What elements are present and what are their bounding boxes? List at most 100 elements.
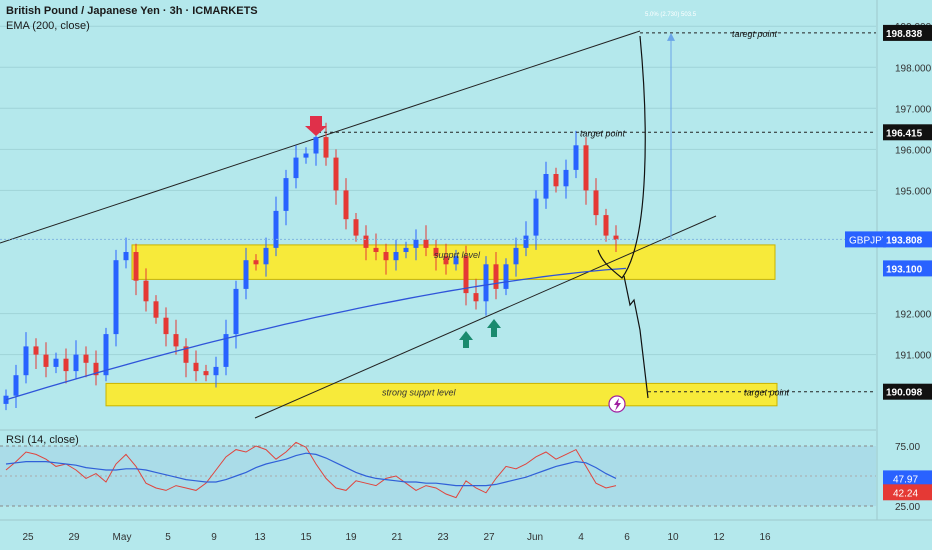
candle-body [73, 354, 79, 372]
candle-body [133, 252, 139, 281]
symbol-label: GBPJPY [849, 235, 889, 246]
candle-body [153, 301, 159, 318]
candle-body [233, 288, 239, 335]
time-tick-label: 19 [345, 532, 357, 543]
lightning-bolt-icon [614, 398, 621, 411]
time-tick-label: 27 [483, 532, 495, 543]
time-tick-label: Jun [527, 532, 543, 543]
time-tick-label: 6 [624, 532, 630, 543]
price-tick-label: 195.000 [895, 186, 932, 197]
candle-body [303, 153, 309, 158]
target-point-top-label: taregt point [732, 29, 778, 39]
candle-body [423, 239, 429, 248]
candle-body [593, 190, 599, 216]
candle-body [503, 264, 509, 289]
candle-body [373, 247, 379, 252]
projection-label: 5.0% (2.730) 503.5 [645, 12, 697, 18]
candle-body [493, 264, 499, 289]
rsi-tick-label: 25.00 [895, 502, 920, 513]
time-tick-label: May [113, 532, 132, 543]
candle-body [323, 137, 329, 158]
curved-path-line [597, 35, 646, 279]
strong-support-label: strong supprt level [382, 388, 457, 398]
candle-body [53, 358, 59, 367]
price-label: 193.100 [886, 264, 923, 275]
candle-body [183, 346, 189, 363]
candle-body [23, 346, 29, 376]
candle-body [293, 157, 299, 179]
time-tick-label: 5 [165, 532, 171, 543]
rsi-value: 42.24 [893, 488, 918, 499]
candle-body [313, 137, 319, 154]
price-label-box [883, 24, 932, 41]
candle-body [163, 317, 169, 335]
candle-body [393, 252, 399, 261]
time-tick-label: 23 [437, 532, 449, 543]
candle-body [63, 358, 69, 372]
candle-body [253, 260, 259, 265]
price-tick-label: 198.000 [895, 63, 932, 74]
candle-body [443, 256, 449, 265]
candle-body [383, 252, 389, 261]
up-arrow-icon [487, 319, 501, 337]
price-label-box [883, 260, 932, 277]
time-tick-label: 25 [22, 532, 34, 543]
candle-body [413, 239, 419, 248]
candle-body [553, 174, 559, 187]
rsi-ma-value-box [883, 470, 932, 487]
price-tick-label: 196.000 [895, 145, 932, 156]
projection-arrow-head [667, 32, 675, 41]
time-tick-label: 9 [211, 532, 217, 543]
rsi-line [5, 441, 617, 499]
candle-body [583, 145, 589, 191]
target-point-mid-label: target point [580, 128, 626, 138]
drop-path-line [623, 275, 649, 399]
symbol-label-box [845, 231, 886, 248]
price-label: 190.098 [886, 388, 923, 399]
price-label-box [883, 383, 932, 400]
candle-body [563, 169, 569, 187]
down-arrow-icon [305, 116, 327, 136]
up-arrow-icon [459, 331, 473, 348]
candle-body [333, 157, 339, 191]
price-tick-label: 197.000 [895, 104, 932, 115]
rsi-value-box [883, 484, 932, 501]
candle-body [363, 235, 369, 248]
price-label-box [883, 124, 932, 141]
candle-body [613, 235, 619, 240]
candle-body [483, 264, 489, 302]
candle-body [103, 334, 109, 376]
candle-body [123, 252, 129, 261]
price-tick-label: 191.000 [895, 351, 932, 362]
candle-body [33, 346, 39, 355]
time-tick-label: 21 [391, 532, 403, 543]
candle-body [353, 219, 359, 236]
candle-body [473, 293, 479, 302]
time-tick-label: 10 [667, 532, 679, 543]
candle-body [453, 256, 459, 265]
candle-body [93, 362, 99, 376]
strong-support-zone [105, 382, 778, 407]
upper-trendline [0, 30, 641, 244]
candle-body [573, 145, 579, 170]
candle-body [223, 334, 229, 367]
support-level-label: supprt level [434, 250, 481, 260]
target-point-low-label: target point [744, 388, 790, 398]
time-tick-label: 29 [68, 532, 80, 543]
candle-body [543, 174, 549, 199]
candle-body [283, 178, 289, 211]
time-tick-label: 4 [578, 532, 584, 543]
time-tick-label: 12 [713, 532, 725, 543]
candle-body [463, 256, 469, 294]
candle-body [533, 198, 539, 236]
price-tick-label: 192.000 [895, 310, 932, 321]
rsi-ma-value: 47.97 [893, 474, 918, 485]
ema-line [5, 267, 627, 401]
time-tick-label: 16 [759, 532, 771, 543]
candle-body [513, 247, 519, 265]
candle-body [13, 375, 19, 396]
candle-body [43, 354, 49, 367]
candle-body [3, 395, 9, 404]
candle-body [433, 247, 439, 257]
